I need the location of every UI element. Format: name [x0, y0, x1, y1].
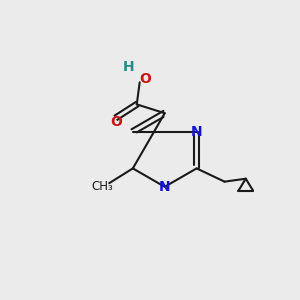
Text: H: H: [123, 60, 134, 74]
Text: N: N: [159, 180, 170, 194]
Text: CH₃: CH₃: [91, 180, 113, 193]
Text: N: N: [191, 124, 203, 139]
Text: O: O: [139, 72, 151, 86]
Text: O: O: [110, 115, 122, 129]
